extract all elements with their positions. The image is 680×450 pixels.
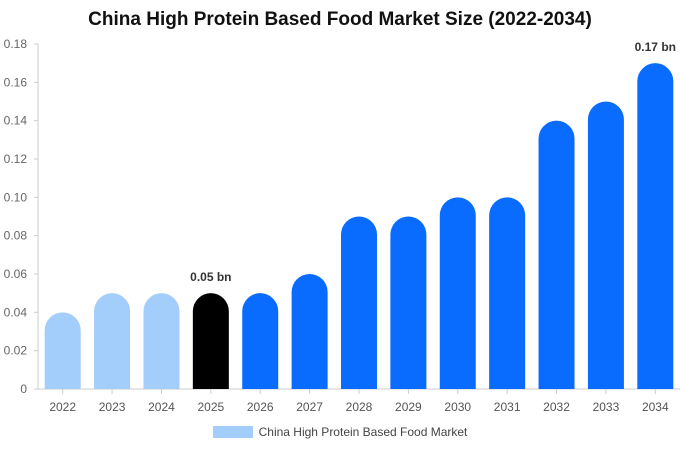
y-tick-label: 0.14 [4,114,28,128]
legend-swatch [212,426,253,438]
y-tick-label: 0.18 [4,37,28,51]
bar-2030 [439,197,476,389]
bar-2023 [94,293,131,389]
data-label: 0.05 bn [190,270,231,284]
y-tick-label: 0.02 [4,344,28,358]
bar-2028 [341,216,377,389]
bar-2024 [143,293,180,389]
x-tick-label: 2023 [99,400,126,414]
y-tick-label: 0.10 [4,190,28,204]
bar-2022 [44,312,81,389]
bar-2031 [489,197,526,389]
bar-2025 [192,293,229,389]
y-tick-label: 0 [20,382,27,396]
x-tick-label: 2031 [494,400,521,414]
y-tick-label: 0.16 [4,75,28,89]
x-tick-label: 2030 [444,400,471,414]
x-tick-label: 2032 [543,400,570,414]
bar-2029 [390,216,427,389]
bar-2027 [291,274,328,389]
x-tick-label: 2028 [346,400,373,414]
bar-2033 [587,101,624,389]
y-tick-label: 0.06 [4,267,28,281]
x-tick-label: 2022 [49,400,76,414]
x-tick-label: 2033 [593,400,620,414]
legend-label: China High Protein Based Food Market [258,425,468,439]
y-tick-label: 0.08 [4,229,28,243]
y-tick-label: 0.12 [4,152,28,166]
x-tick-label: 2025 [197,400,224,414]
bar-2032 [538,120,575,389]
x-tick-label: 2024 [148,400,175,414]
data-label: 0.17 bn [635,40,676,54]
bar-2034 [637,63,674,390]
x-tick-label: 2034 [642,400,669,414]
x-tick-label: 2029 [395,400,422,414]
chart-title: China High Protein Based Food Market Siz… [88,9,592,30]
bar-2026 [242,293,279,389]
x-tick-label: 2026 [247,400,274,414]
x-tick-label: 2027 [296,400,323,414]
y-tick-label: 0.04 [4,305,28,319]
legend: China High Protein Based Food Market [0,425,680,439]
